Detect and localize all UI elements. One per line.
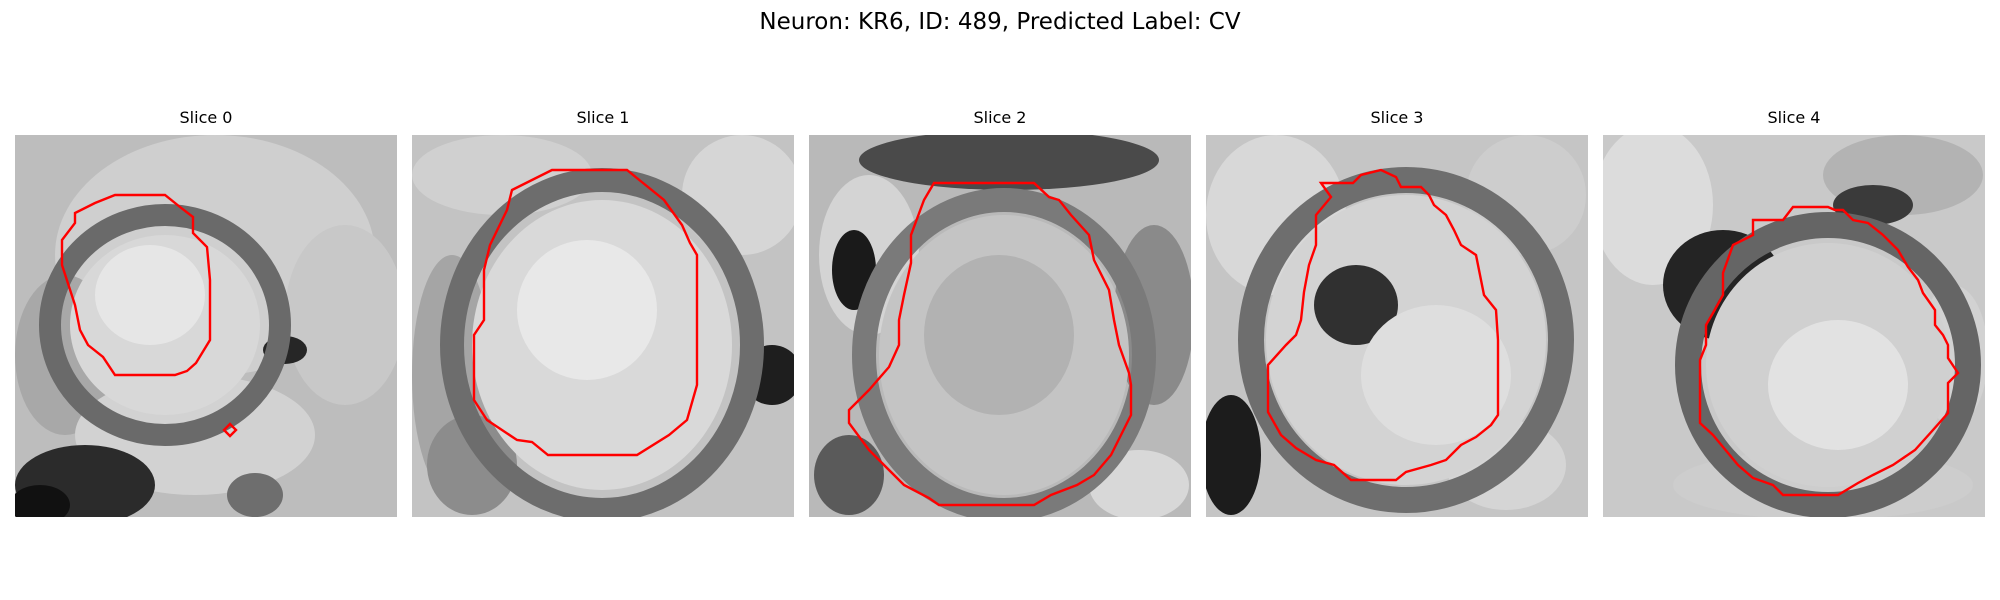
cell-nucleus [95,245,205,345]
slice-title-3: Slice 3 [1370,108,1424,127]
figure-title: Neuron: KR6, ID: 489, Predicted Label: C… [759,9,1241,35]
tissue-texture [1361,305,1511,445]
slice-panel-1: Slice 1 [412,107,794,555]
segmentation-contour [222,422,238,438]
segmentation-contour [1698,205,1960,497]
slice-image-0 [15,135,397,517]
dark-region [814,435,884,515]
slice-image-3 [1206,135,1588,517]
slice-panel-0: Slice 0 [15,107,397,555]
slice-image-2 [809,135,1191,517]
dark-region [15,485,70,517]
slice-image-1 [412,135,794,517]
slice-title-1: Slice 1 [576,108,630,127]
cell-membrane [1238,167,1574,513]
segmentation-contour [847,181,1133,507]
dark-region [859,135,1159,190]
segmentation-contour [1266,168,1500,482]
dark-region [1206,395,1261,515]
segmentation-contour [60,193,212,377]
cell-nucleus [924,255,1074,415]
cell-membrane [1675,212,1981,517]
cell-membrane [39,204,291,446]
slice-image-4 [1603,135,1985,517]
segmentation-contour [472,168,699,457]
slice-panel-4: Slice 4 [1603,107,1985,555]
cell-nucleus [517,240,657,380]
slice-title-2: Slice 2 [973,108,1027,127]
dark-region [227,473,283,517]
slice-title-4: Slice 4 [1767,108,1821,127]
tissue-texture [285,225,397,405]
cell-membrane [440,168,764,517]
cell-nucleus [1768,320,1908,450]
slice-panel-2: Slice 2 [809,107,1191,555]
slice-panel-3: Slice 3 [1206,107,1588,555]
dark-region [427,415,517,515]
slice-title-0: Slice 0 [179,108,233,127]
cell-membrane [852,188,1156,517]
cell-nucleus [1314,265,1398,345]
